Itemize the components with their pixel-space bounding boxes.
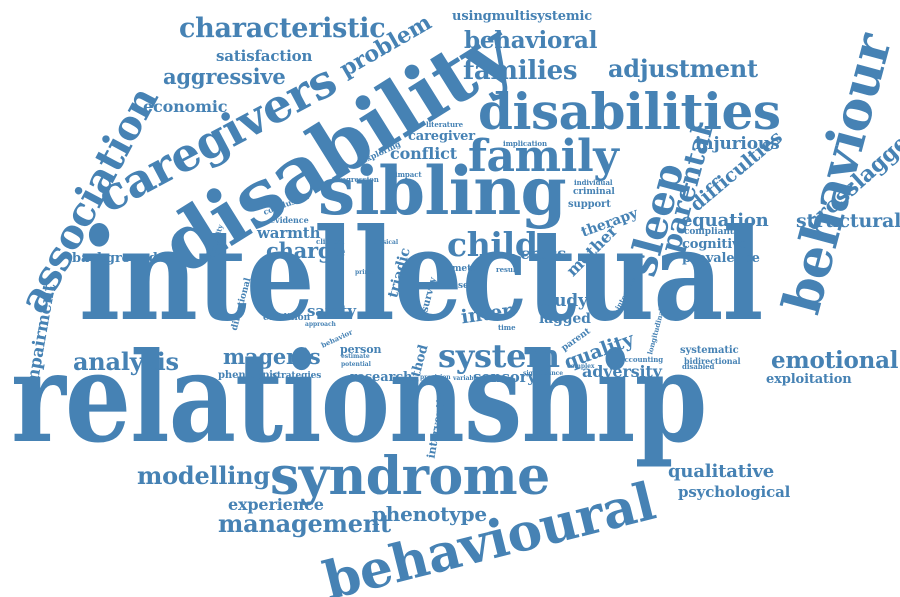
word-charge: charge — [266, 238, 346, 263]
word-background: background — [72, 251, 158, 266]
word-warmth: warmth — [257, 224, 321, 242]
word-support: support — [568, 199, 611, 210]
word-systematic: systematic — [680, 345, 739, 356]
word-study: study — [537, 291, 588, 311]
word-accounting: accounting — [620, 355, 664, 364]
word-family: family — [468, 131, 619, 182]
word-injurious: injurious — [695, 134, 780, 154]
word-evidence: evidence — [270, 215, 309, 225]
word-characteristic: characteristic — [179, 13, 386, 44]
word-cross: cross — [520, 244, 567, 263]
word-child: child — [447, 225, 538, 264]
word-approach: approach — [305, 321, 336, 328]
word-condition: condition — [263, 313, 311, 323]
word-psychological: psychological — [678, 483, 791, 501]
word-time: time — [498, 323, 516, 332]
word-adjustment: adjustment — [608, 54, 758, 83]
word-magenis: magenis — [223, 344, 321, 369]
word-structural: structural — [796, 210, 900, 232]
word-modelling: modelling — [137, 461, 270, 490]
word-emotional: emotional — [771, 347, 899, 374]
word-strategies: strategies — [272, 371, 322, 381]
word-significance: significance — [523, 370, 564, 377]
word-phenotype: phenotype — [372, 502, 487, 526]
word-intellectual: intellectual — [79, 201, 763, 349]
word-sensory: sensory — [473, 368, 536, 386]
word-bidirectional: bidirectional — [684, 356, 741, 366]
word-equation: equation — [681, 210, 769, 231]
word-compliant: compliant — [684, 227, 734, 237]
word-caregiver: caregiver — [408, 129, 475, 144]
word-phenotypic: phenotypic — [218, 370, 279, 381]
word-aggressive: aggressive — [163, 64, 286, 89]
word-economic: economic — [143, 97, 228, 116]
word-provision: provision — [420, 374, 451, 381]
word-syndrome: syndrome — [270, 446, 550, 507]
word-adversity: adversity — [582, 362, 662, 381]
word-system: system — [438, 337, 560, 375]
word-prevalence: prevalence — [682, 251, 760, 266]
word-person: person — [340, 343, 382, 356]
word-families: families — [463, 56, 578, 86]
word-physical: physical — [371, 239, 399, 246]
word-safety: safety — [307, 302, 356, 320]
word-disabilities: disabilities — [478, 82, 781, 141]
word-regression: regression — [338, 175, 379, 184]
word-lagged: lagged — [539, 311, 591, 327]
word-usingmultisystemic: usingmultisystemic — [452, 9, 593, 24]
word-experience: experience — [228, 495, 324, 514]
word-relationship: relationship — [11, 326, 707, 471]
word-analysis: analysis — [73, 347, 179, 376]
word-satisfaction: satisfaction — [216, 47, 313, 65]
word-impact: impact — [395, 170, 422, 179]
word-conflict: conflict — [390, 144, 457, 163]
word-cognitive: cognitive — [682, 237, 748, 252]
word-complex: complex — [567, 363, 595, 370]
word-management: management — [218, 509, 391, 538]
word-primary: primary — [355, 269, 382, 276]
word-research: research — [350, 370, 413, 385]
word-criminal: criminal — [573, 187, 615, 197]
word-implication: implication — [503, 139, 547, 148]
word-estimate: estimate — [341, 353, 370, 360]
word-clinical: clinical — [316, 237, 345, 246]
word-variable: variable — [453, 375, 480, 382]
word-literature: literature — [426, 120, 463, 129]
word-result: result — [496, 265, 519, 274]
word-meta: meta — [452, 264, 477, 274]
word-potential: potential — [341, 361, 371, 368]
word-qualitative: qualitative — [668, 461, 775, 482]
word-exploitation: exploitation — [766, 372, 852, 387]
word-disabled: disabled — [682, 362, 715, 371]
word-individual: individual — [574, 178, 613, 187]
word-sibling: sibling — [318, 152, 567, 230]
word-self: self — [458, 281, 476, 291]
word-behavioral: behavioral — [464, 27, 598, 54]
